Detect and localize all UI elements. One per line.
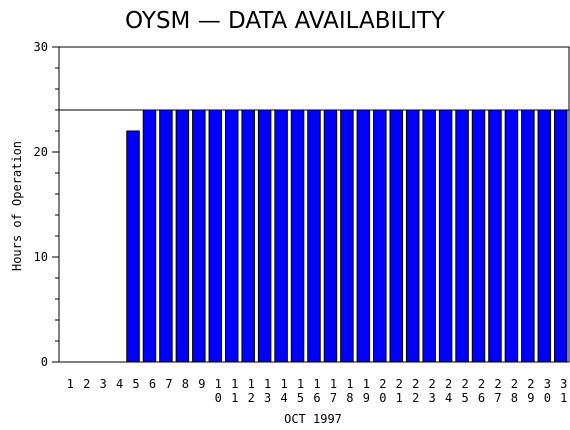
bar-day-25: [455, 109, 469, 363]
bar-day-16: [307, 109, 321, 363]
bar-day-11: [224, 109, 239, 363]
bar-day-28: [504, 109, 519, 363]
bar-day-31: [554, 109, 568, 363]
plot-frame: [58, 46, 570, 363]
bar-day-29: [521, 109, 535, 363]
x-tick-label: 9: [198, 377, 205, 391]
x-tick-label: 5: [132, 377, 139, 391]
bar-day-21: [389, 109, 404, 363]
bar-day-26: [471, 109, 486, 363]
bar-day-30: [537, 109, 552, 363]
bar-day-7: [159, 109, 173, 363]
bar-day-8: [175, 109, 190, 363]
bar-day-5: [126, 130, 140, 363]
y-tick-label: 20: [34, 145, 48, 159]
bar-day-10: [208, 109, 223, 363]
x-tick-label: 4: [116, 377, 123, 391]
x-tick-label: 2: [83, 377, 90, 391]
bar-day-13: [257, 109, 272, 363]
bar-day-15: [290, 109, 305, 363]
bar-day-6: [142, 109, 157, 363]
x-tick-label: 7: [165, 377, 172, 391]
bar-day-20: [373, 109, 387, 363]
y-tick-label: 10: [34, 250, 48, 264]
bar-day-12: [241, 109, 255, 363]
bar-day-14: [274, 109, 288, 363]
bar-day-17: [323, 109, 338, 363]
y-axis-label: Hours of Operation: [10, 141, 24, 271]
x-axis-label: OCT 1997: [284, 412, 342, 426]
bar-day-24: [438, 109, 453, 363]
y-tick-label: 30: [34, 40, 48, 54]
bar-day-9: [192, 109, 206, 363]
bar-day-18: [340, 109, 354, 363]
bar-day-23: [422, 109, 436, 363]
y-tick-label: 0: [41, 355, 48, 369]
bar-day-27: [488, 109, 502, 363]
x-tick-label: 3: [100, 377, 107, 391]
bar-day-22: [405, 109, 420, 363]
bar-day-19: [356, 109, 371, 363]
x-tick-label: 6: [149, 377, 156, 391]
x-tick-label: 1: [67, 377, 74, 391]
chart-title: OYSM — DATA AVAILABILITY: [125, 8, 446, 34]
x-tick-label: 8: [182, 377, 189, 391]
